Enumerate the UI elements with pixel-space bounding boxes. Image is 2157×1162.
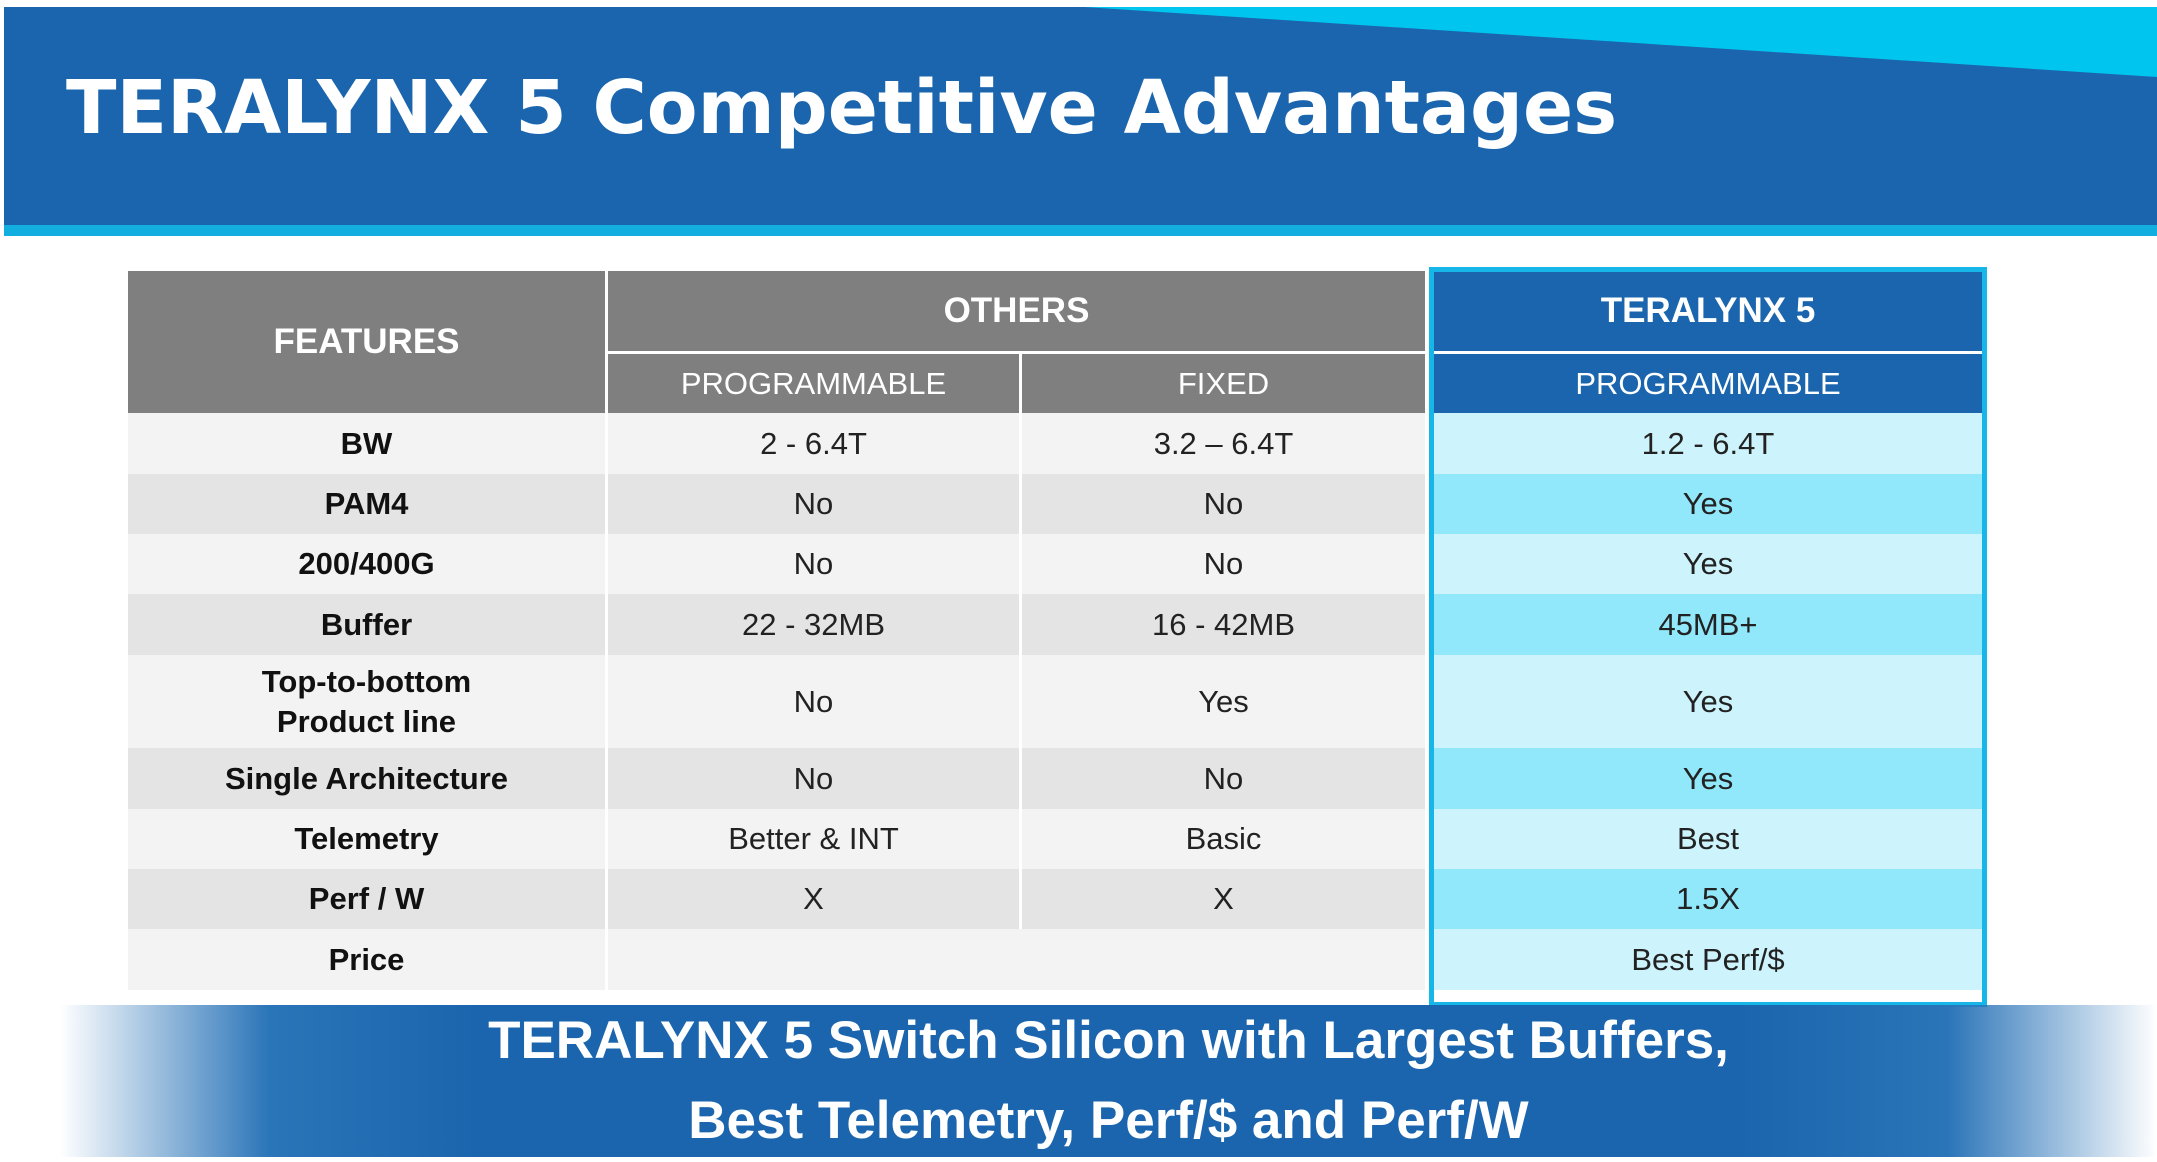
- programmable-cell: No: [608, 655, 1019, 748]
- teralynx-cell: Yes: [1434, 534, 1982, 594]
- feature-line-2: Product line: [276, 703, 457, 739]
- programmable-cell: 2 - 6.4T: [608, 413, 1019, 474]
- teralynx-cell: Best Perf/$: [1434, 929, 1982, 990]
- fixed-cell: No: [1022, 534, 1425, 594]
- feature-cell: Telemetry: [128, 809, 605, 869]
- programmable-cell: X: [608, 869, 1019, 929]
- teralynx-cell: Yes: [1434, 748, 1982, 809]
- column-divider: [1019, 354, 1022, 928]
- fixed-cell: Basic: [1022, 809, 1425, 869]
- fixed-cell: 3.2 – 6.4T: [1022, 413, 1425, 474]
- feature-cell: 200/400G: [128, 534, 605, 594]
- fixed-cell: 16 - 42MB: [1022, 594, 1425, 655]
- teralynx-header-divider: [1434, 351, 1982, 354]
- feature-line-1: Top-to-bottom: [261, 663, 472, 699]
- teralynx-header: TERALYNX 5: [1434, 271, 1982, 351]
- teralynx-cell: 45MB+: [1434, 594, 1982, 655]
- feature-cell: PAM4: [128, 474, 605, 534]
- feature-cell: BW: [128, 413, 605, 474]
- header-divider: [608, 351, 1425, 354]
- feature-cell: Perf / W: [128, 869, 605, 929]
- column-divider: [1425, 271, 1428, 990]
- teralynx-cell: 1.5X: [1434, 869, 1982, 929]
- feature-cell: Single Architecture: [128, 748, 605, 809]
- programmable-cell: No: [608, 474, 1019, 534]
- banner-line-1: TERALYNX 5 Switch Silicon with Largest B…: [488, 1011, 1729, 1070]
- others-merged-cell: [608, 929, 1425, 990]
- teralynx-programmable-header: PROGRAMMABLE: [1434, 354, 1982, 413]
- title-bar-underline: [4, 225, 2157, 236]
- others-programmable-header: PROGRAMMABLE: [608, 354, 1019, 413]
- feature-cell: Buffer: [128, 594, 605, 655]
- fixed-cell: No: [1022, 474, 1425, 534]
- column-divider: [605, 271, 608, 990]
- summary-banner: TERALYNX 5 Switch Silicon with Largest B…: [60, 1005, 2157, 1157]
- teralynx-cell: Best: [1434, 809, 1982, 869]
- teralynx-cell: Yes: [1434, 474, 1982, 534]
- programmable-cell: No: [608, 534, 1019, 594]
- title-bar: [4, 7, 2157, 229]
- programmable-cell: Better & INT: [608, 809, 1019, 869]
- fixed-cell: No: [1022, 748, 1425, 809]
- feature-cell: Top-to-bottom Product line: [128, 655, 605, 748]
- teralynx-cell: Yes: [1434, 655, 1982, 748]
- fixed-cell: Yes: [1022, 655, 1425, 748]
- others-header: OTHERS: [608, 271, 1425, 351]
- programmable-cell: No: [608, 748, 1019, 809]
- teralynx-cell: 1.2 - 6.4T: [1434, 413, 1982, 474]
- banner-line-2: Best Telemetry, Perf/$ and Perf/W: [688, 1091, 1529, 1150]
- fixed-cell: X: [1022, 869, 1425, 929]
- feature-cell: Price: [128, 929, 605, 990]
- page-title: TERALYNX 5 Competitive Advantages: [66, 65, 1618, 151]
- programmable-cell: 22 - 32MB: [608, 594, 1019, 655]
- others-fixed-header: FIXED: [1022, 354, 1425, 413]
- features-header: FEATURES: [128, 271, 605, 413]
